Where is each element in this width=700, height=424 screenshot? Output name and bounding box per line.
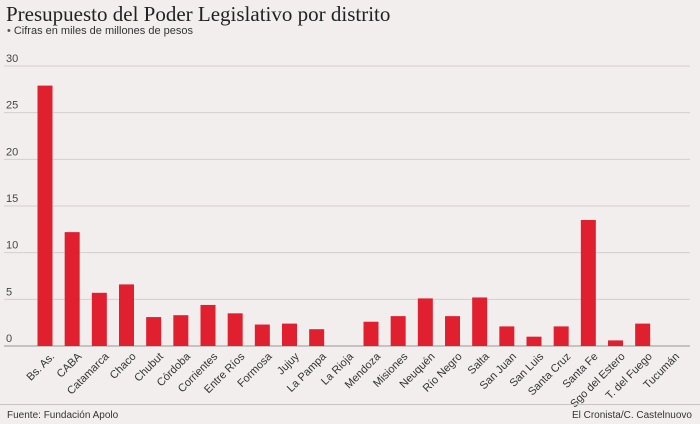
bar bbox=[635, 323, 651, 346]
subtitle-text: Cifras en miles de millones de pesos bbox=[13, 25, 193, 37]
bar bbox=[91, 292, 107, 346]
bar bbox=[390, 316, 406, 346]
source-note: Fuente: Fundación Apolo bbox=[7, 410, 119, 421]
bar bbox=[227, 313, 243, 346]
bar bbox=[580, 220, 596, 346]
x-tick-label: Bs. As. bbox=[25, 351, 58, 384]
bar bbox=[608, 340, 623, 346]
y-tick-label: 10 bbox=[6, 240, 18, 252]
bar bbox=[553, 326, 569, 346]
y-tick-label: 0 bbox=[6, 333, 12, 345]
bar bbox=[526, 336, 542, 346]
bar bbox=[282, 323, 297, 346]
gridlines bbox=[4, 65, 690, 347]
bar bbox=[254, 324, 270, 346]
bar bbox=[200, 304, 216, 346]
chart-title: Presupuesto del Poder Legislativo por di… bbox=[6, 2, 391, 26]
bar bbox=[363, 321, 379, 346]
bar bbox=[417, 298, 433, 346]
y-tick-label: 15 bbox=[6, 193, 18, 205]
x-tick-labels: Bs. As.CABACatamarcaChacoChubutCórdobaCo… bbox=[25, 350, 683, 410]
y-tick-label: 30 bbox=[6, 53, 18, 65]
chart-subtitle: • Cifras en miles de millones de pesos bbox=[7, 25, 193, 37]
bar bbox=[472, 297, 488, 346]
y-tick-label: 20 bbox=[6, 146, 18, 158]
y-tick-label: 5 bbox=[6, 286, 12, 298]
credit-note: El Cronista/C. Castelnuovo bbox=[571, 410, 692, 421]
bar bbox=[445, 316, 460, 346]
bar bbox=[37, 85, 53, 346]
bar bbox=[119, 284, 134, 346]
bar bbox=[309, 329, 325, 346]
bars bbox=[37, 85, 651, 346]
footer-divider bbox=[0, 404, 700, 405]
bar bbox=[64, 232, 80, 346]
bullet-icon: • bbox=[7, 25, 11, 37]
y-tick-label: 25 bbox=[6, 100, 18, 112]
bar bbox=[499, 326, 515, 346]
bar bbox=[173, 315, 189, 346]
y-tick-labels: 0 5 10 15 20 25 30 bbox=[6, 53, 18, 345]
bar bbox=[146, 317, 162, 346]
